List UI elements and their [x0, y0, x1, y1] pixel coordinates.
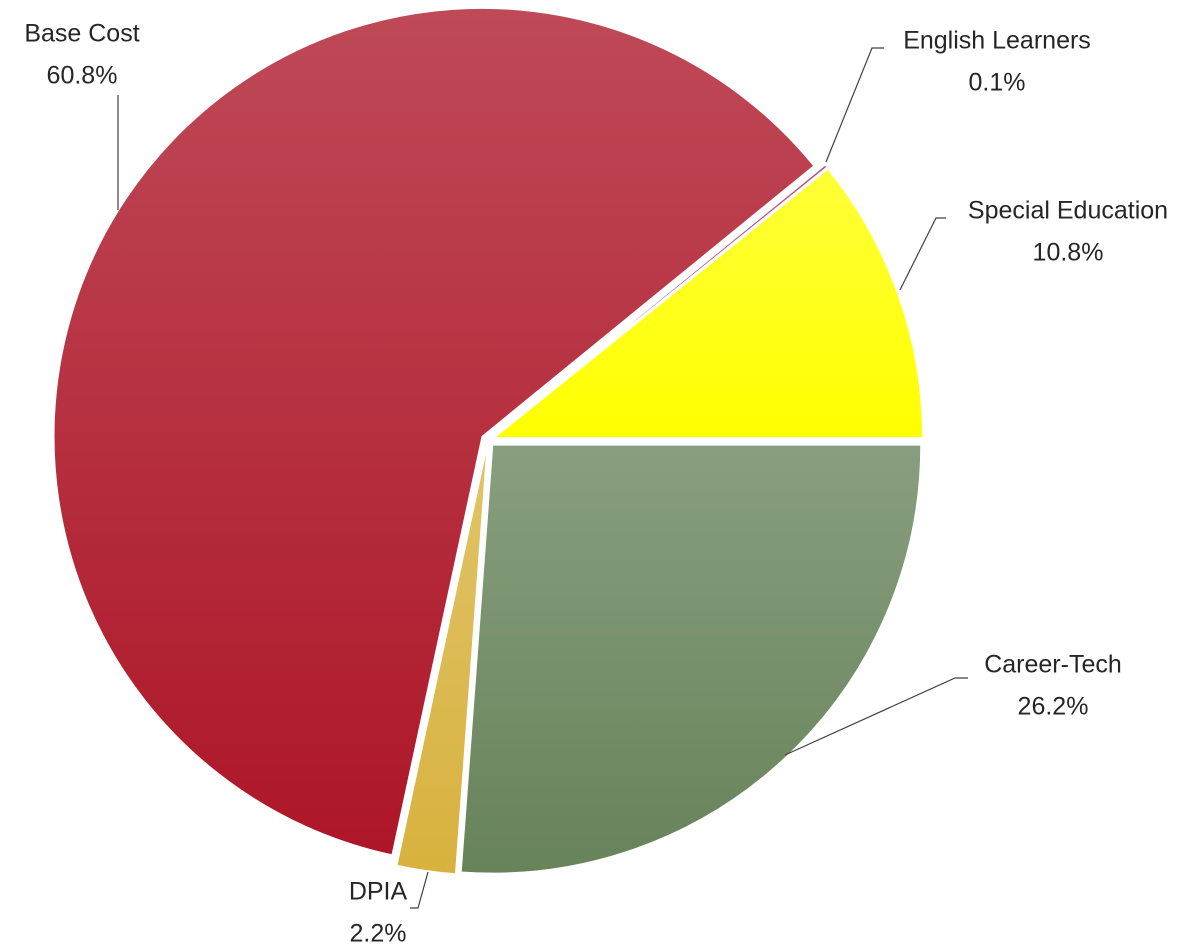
leader-line: [410, 871, 429, 909]
leader-line: [784, 677, 968, 756]
slice-label: Special Education: [968, 197, 1168, 225]
slice-label: Career-Tech: [984, 651, 1122, 679]
slice-value-label: 60.8%: [47, 62, 118, 90]
slice-value-label: 2.2%: [350, 920, 407, 948]
leader-line: [825, 47, 884, 163]
slice-label: Base Cost: [24, 20, 139, 48]
slice-value-label: 10.8%: [1033, 239, 1104, 267]
pie-slice: [460, 444, 922, 874]
slice-value-label: 0.1%: [969, 69, 1026, 97]
slice-value-label: 26.2%: [1018, 693, 1089, 721]
slice-label: English Learners: [903, 27, 1091, 55]
leader-line: [899, 217, 946, 291]
slice-label: DPIA: [349, 878, 408, 906]
